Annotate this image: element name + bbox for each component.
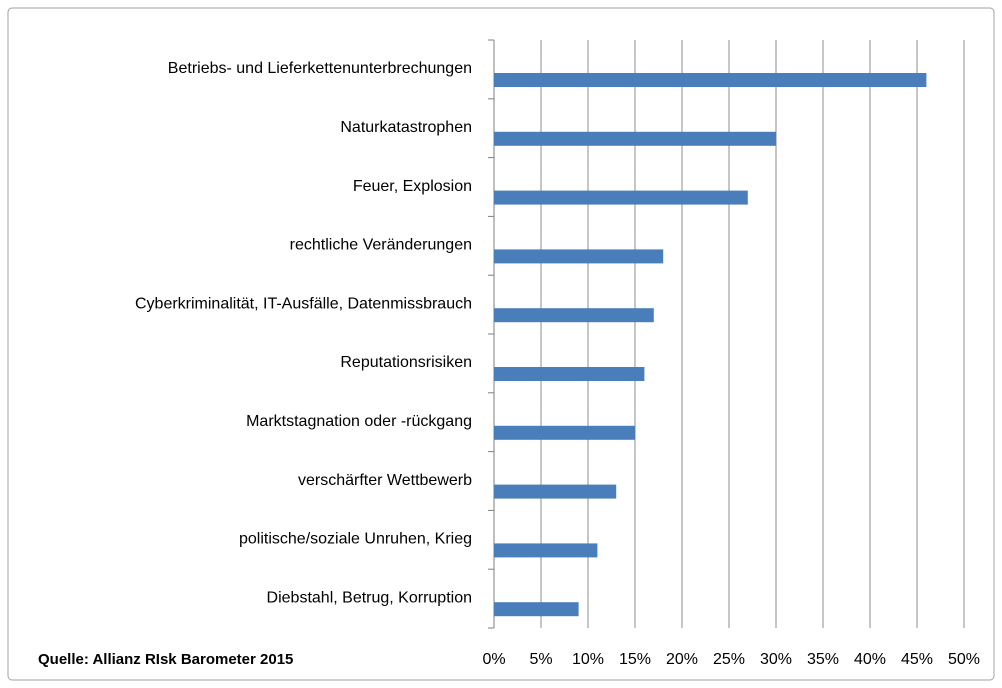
source-note: Quelle: Allianz RIsk Barometer 2015 [38,651,293,668]
x-tick-label: 10% [572,651,604,668]
x-tick-label: 5% [529,651,552,668]
x-tick-label: 50% [948,651,980,668]
category-label: politische/soziale Unruhen, Krieg [239,531,472,548]
x-tick-label: 25% [713,651,745,668]
bar [494,543,598,558]
bar [494,484,617,499]
x-tick-label: 30% [760,651,792,668]
bar [494,249,664,264]
category-label: rechtliche Veränderungen [290,237,472,254]
category-label: Diebstahl, Betrug, Korruption [267,589,472,606]
bar [494,73,927,87]
bar [494,190,748,205]
x-tick-label: 0% [482,651,505,668]
bar [494,308,654,323]
category-label: Naturkatastrophen [340,119,472,136]
bar [494,367,645,381]
x-tick-label: 35% [807,651,839,668]
x-tick-label: 45% [901,651,933,668]
category-label: Feuer, Explosion [353,178,472,195]
x-tick-label: 40% [854,651,886,668]
category-label: Cyberkriminalität, IT-Ausfälle, Datenmis… [135,295,472,312]
bar [494,602,579,617]
category-label: Betriebs- und Lieferkettenunterbrechunge… [168,60,472,77]
x-tick-label: 20% [666,651,698,668]
category-label: verschärfter Wettbewerb [298,472,472,489]
bar [494,425,635,440]
bar [494,131,776,146]
chart-frame [7,7,995,681]
category-label: Reputationsrisiken [340,354,472,371]
category-label: Marktstagnation oder -rückgang [246,413,472,430]
x-tick-label: 15% [619,651,651,668]
